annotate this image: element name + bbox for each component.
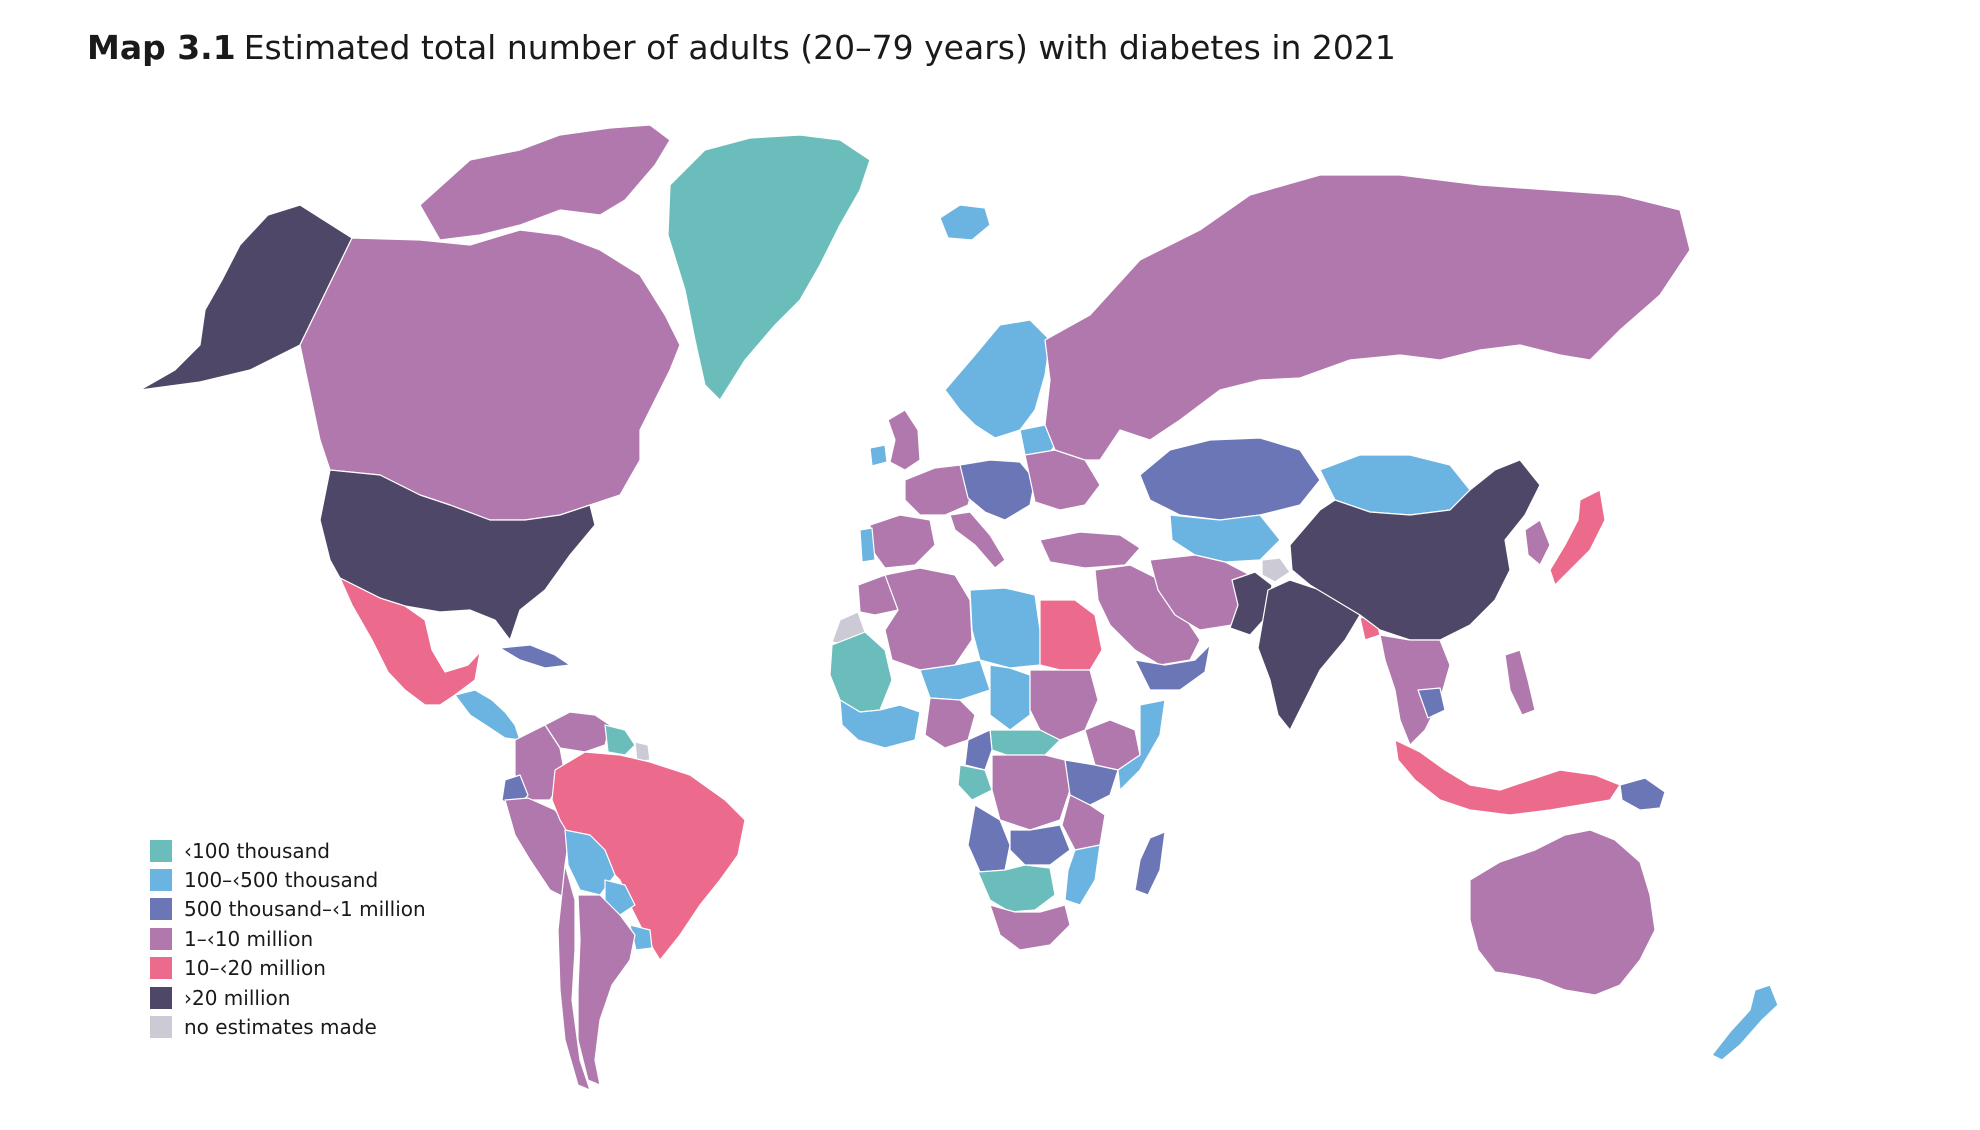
region-japan — [1549, 489, 1606, 586]
region-southeast-asia-mainland — [1379, 634, 1451, 746]
region-central-america — [454, 689, 521, 741]
legend-label: 1–‹10 million — [184, 926, 314, 951]
region-china — [1289, 459, 1541, 641]
region-yemen-oman — [1134, 644, 1211, 691]
region-italy — [949, 511, 1006, 569]
region-kashmir — [1261, 557, 1291, 583]
region-korea — [1524, 519, 1551, 566]
region-uk — [887, 409, 921, 471]
region-somalia — [1117, 699, 1166, 791]
region-turkey — [1039, 531, 1141, 569]
region-tanzania — [1061, 794, 1106, 851]
region-argentina — [577, 894, 636, 1086]
region-western-europe — [904, 464, 976, 516]
region-new-zealand — [1711, 984, 1779, 1061]
map-title-text: Estimated total number of adults (20–79 … — [243, 28, 1396, 67]
region-guiana-region — [604, 724, 636, 756]
region-cuba — [499, 644, 571, 669]
legend-swatch — [150, 869, 172, 892]
region-chad — [989, 664, 1031, 731]
region-russia — [1044, 174, 1691, 461]
legend-label: 500 thousand–‹1 million — [184, 897, 426, 922]
region-mexico — [339, 577, 481, 706]
map-number-label: Map 3.1 — [87, 28, 236, 67]
region-algeria — [884, 567, 973, 671]
region-egypt — [1039, 599, 1103, 671]
legend-swatch — [150, 1016, 172, 1039]
legend-item: no estimates made — [150, 1012, 426, 1041]
region-iceland — [939, 204, 991, 241]
legend-swatch — [150, 957, 172, 980]
region-philippines — [1504, 649, 1536, 716]
region-south-africa — [989, 904, 1071, 951]
legend-item: ›20 million — [150, 983, 426, 1012]
region-cambodia — [1417, 687, 1446, 719]
region-west-africa — [839, 699, 921, 749]
legend-swatch — [150, 898, 172, 921]
region-papua-new-guinea — [1619, 777, 1666, 811]
region-alaska — [139, 204, 353, 391]
region-french-guiana — [634, 741, 651, 763]
legend-label: ›20 million — [184, 985, 291, 1010]
legend-item: 100–‹500 thousand — [150, 865, 426, 894]
region-namibia-botswana — [977, 864, 1056, 913]
region-greenland — [667, 134, 871, 401]
legend-swatch — [150, 839, 172, 862]
region-mozambique — [1064, 844, 1101, 906]
region-zambia — [1009, 824, 1071, 866]
region-pakistan — [1229, 571, 1273, 636]
region-gabon-congo — [957, 764, 993, 801]
legend-swatch — [150, 927, 172, 950]
legend-item: ‹100 thousand — [150, 836, 426, 865]
legend-label: no estimates made — [184, 1015, 377, 1040]
region-kazakhstan — [1139, 437, 1321, 521]
region-chile — [557, 864, 591, 1091]
legend-item: 10–‹20 million — [150, 954, 426, 983]
region-portugal — [859, 527, 876, 563]
region-australia — [1469, 829, 1656, 996]
region-mauritania-mali — [829, 631, 893, 713]
region-iberia — [869, 514, 936, 569]
legend-swatch — [150, 986, 172, 1009]
legend-label: 100–‹500 thousand — [184, 868, 379, 893]
region-middle-east — [1094, 564, 1201, 666]
region-central-asia — [1169, 514, 1281, 563]
region-dr-congo — [991, 754, 1071, 831]
legend-item: 500 thousand–‹1 million — [150, 895, 426, 924]
legend-item: 1–‹10 million — [150, 924, 426, 953]
region-central-african-republic — [989, 729, 1061, 759]
region-indonesia — [1394, 739, 1621, 816]
region-central-europe — [959, 459, 1036, 521]
map-title: Map 3.1 Estimated total number of adults … — [87, 26, 1396, 70]
region-madagascar — [1134, 831, 1166, 896]
legend-label: 10–‹20 million — [184, 956, 326, 981]
legend-label: ‹100 thousand — [184, 838, 331, 863]
region-canada-arctic-islands — [419, 124, 671, 241]
region-ireland — [869, 444, 888, 467]
region-cameroon — [964, 729, 993, 771]
region-scandinavia — [944, 319, 1051, 439]
map-legend: ‹100 thousand 100–‹500 thousand 500 thousa… — [150, 836, 426, 1042]
region-libya — [969, 587, 1041, 669]
